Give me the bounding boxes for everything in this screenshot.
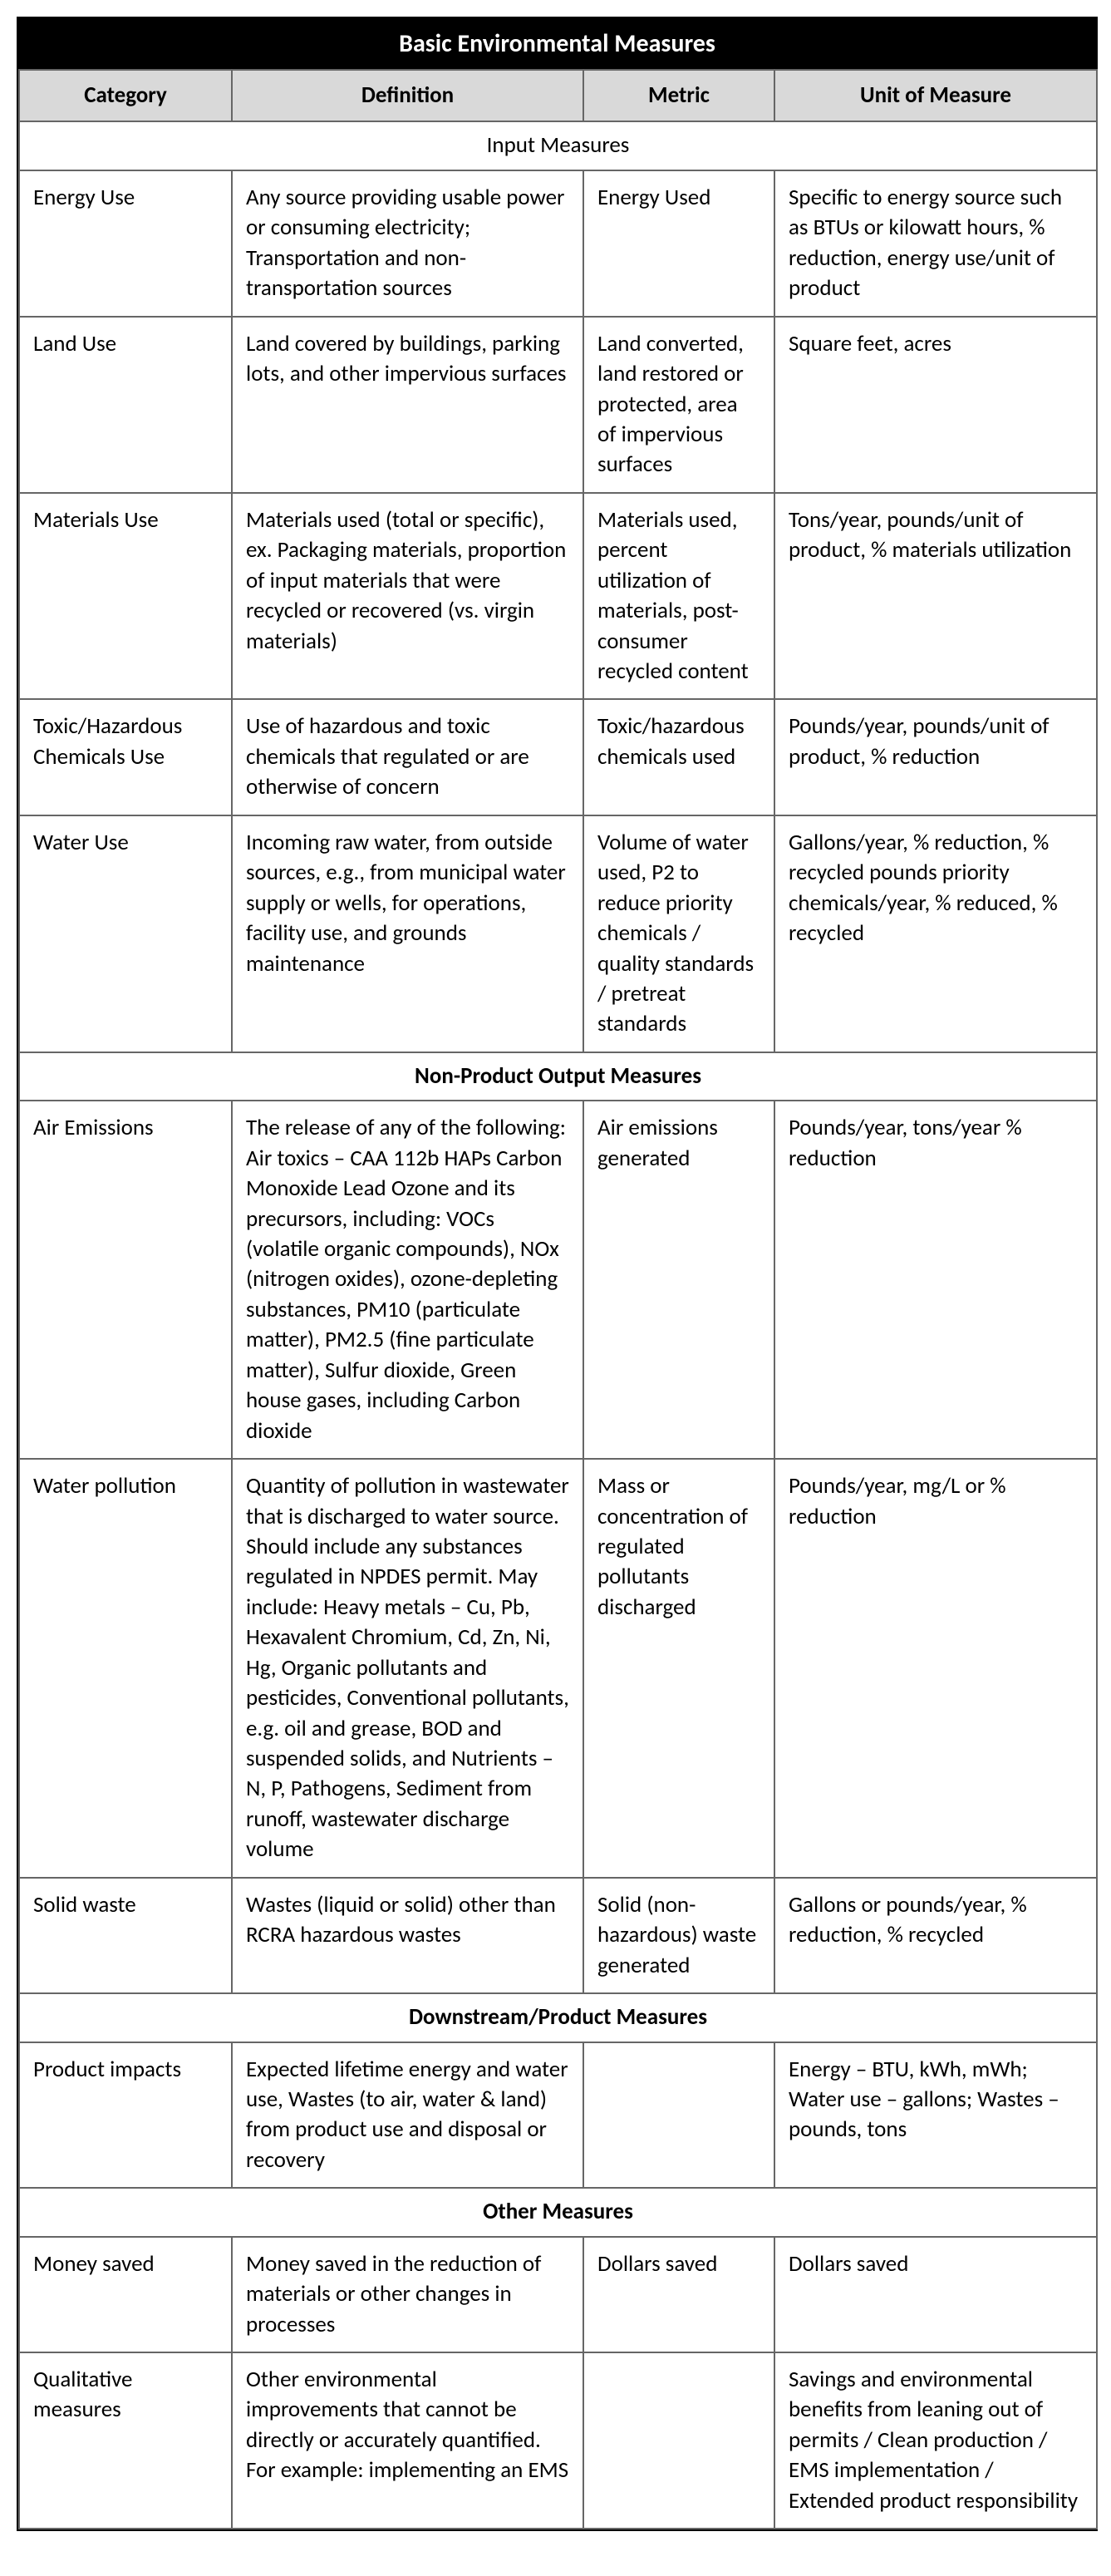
- cell-category: Product impacts: [19, 2042, 232, 2189]
- table-row: Water pollution Quantity of pollution in…: [19, 1459, 1097, 1878]
- section-nonproduct: Non-Product Output Measures: [19, 1052, 1097, 1101]
- cell-metric: Volume of water used, P2 to reduce prior…: [583, 815, 774, 1052]
- cell-definition: Quantity of pollution in wastewater that…: [232, 1459, 583, 1878]
- cell-unit: Pounds/year, tons/year % reduction: [774, 1101, 1097, 1459]
- cell-definition: Any source providing usable power or con…: [232, 170, 583, 317]
- cell-unit: Pounds/year, mg/L or % reduction: [774, 1459, 1097, 1878]
- header-category: Category: [19, 70, 232, 121]
- section-label: Downstream/Product Measures: [19, 1993, 1097, 2042]
- cell-unit: Specific to energy source such as BTUs o…: [774, 170, 1097, 317]
- table-row: Land Use Land covered by buildings, park…: [19, 317, 1097, 493]
- cell-category: Energy Use: [19, 170, 232, 317]
- section-label: Input Measures: [19, 121, 1097, 170]
- table-row: Qualitative measures Other environmental…: [19, 2352, 1097, 2529]
- cell-category: Solid waste: [19, 1878, 232, 1993]
- cell-metric: Land converted, land restored or protect…: [583, 317, 774, 493]
- cell-category: Materials Use: [19, 493, 232, 700]
- header-unit: Unit of Measure: [774, 70, 1097, 121]
- cell-metric: Mass or concentration of regulated pollu…: [583, 1459, 774, 1878]
- measures-table: Category Definition Metric Unit of Measu…: [18, 69, 1098, 2529]
- section-label: Non-Product Output Measures: [19, 1052, 1097, 1101]
- cell-metric: [583, 2352, 774, 2529]
- cell-definition: Expected lifetime energy and water use, …: [232, 2042, 583, 2189]
- cell-definition: Use of hazardous and toxic chemicals tha…: [232, 699, 583, 815]
- cell-category: Air Emissions: [19, 1101, 232, 1459]
- cell-category: Toxic/Hazardous Chemicals Use: [19, 699, 232, 815]
- cell-metric: Solid (non-hazardous) waste generated: [583, 1878, 774, 1993]
- header-metric: Metric: [583, 70, 774, 121]
- cell-definition: Materials used (total or specific), ex. …: [232, 493, 583, 700]
- cell-unit: Savings and environmental benefits from …: [774, 2352, 1097, 2529]
- table-row: Money saved Money saved in the reduction…: [19, 2237, 1097, 2352]
- table-title: Basic Environmental Measures: [18, 18, 1096, 69]
- cell-definition: Land covered by buildings, parking lots,…: [232, 317, 583, 493]
- cell-unit: Tons/year, pounds/unit of product, % mat…: [774, 493, 1097, 700]
- cell-unit: Square feet, acres: [774, 317, 1097, 493]
- cell-definition: Wastes (liquid or solid) other than RCRA…: [232, 1878, 583, 1993]
- table-row: Product impacts Expected lifetime energy…: [19, 2042, 1097, 2189]
- section-other: Other Measures: [19, 2188, 1097, 2236]
- table-row: Materials Use Materials used (total or s…: [19, 493, 1097, 700]
- cell-category: Money saved: [19, 2237, 232, 2352]
- table-row: Toxic/Hazardous Chemicals Use Use of haz…: [19, 699, 1097, 815]
- cell-category: Water Use: [19, 815, 232, 1052]
- cell-metric: Energy Used: [583, 170, 774, 317]
- cell-category: Qualitative measures: [19, 2352, 232, 2529]
- header-definition: Definition: [232, 70, 583, 121]
- cell-definition: The release of any of the following: Air…: [232, 1101, 583, 1459]
- cell-metric: [583, 2042, 774, 2189]
- cell-metric: Materials used, percent utilization of m…: [583, 493, 774, 700]
- table-row: Air Emissions The release of any of the …: [19, 1101, 1097, 1459]
- table-container: Basic Environmental Measures Category De…: [17, 17, 1098, 2531]
- cell-definition: Other environmental improvements that ca…: [232, 2352, 583, 2529]
- cell-unit: Dollars saved: [774, 2237, 1097, 2352]
- cell-metric: Air emissions generated: [583, 1101, 774, 1459]
- section-input: Input Measures: [19, 121, 1097, 170]
- cell-unit: Pounds/year, pounds/unit of product, % r…: [774, 699, 1097, 815]
- cell-unit: Gallons/year, % reduction, % recycled po…: [774, 815, 1097, 1052]
- section-label: Other Measures: [19, 2188, 1097, 2236]
- cell-category: Water pollution: [19, 1459, 232, 1878]
- cell-definition: Money saved in the reduction of material…: [232, 2237, 583, 2352]
- cell-metric: Toxic/hazardous chemicals used: [583, 699, 774, 815]
- table-row: Water Use Incoming raw water, from outsi…: [19, 815, 1097, 1052]
- cell-metric: Dollars saved: [583, 2237, 774, 2352]
- table-row: Solid waste Wastes (liquid or solid) oth…: [19, 1878, 1097, 1993]
- cell-category: Land Use: [19, 317, 232, 493]
- section-downstream: Downstream/Product Measures: [19, 1993, 1097, 2042]
- table-row: Energy Use Any source providing usable p…: [19, 170, 1097, 317]
- cell-unit: Gallons or pounds/year, % reduction, % r…: [774, 1878, 1097, 1993]
- header-row: Category Definition Metric Unit of Measu…: [19, 70, 1097, 121]
- cell-definition: Incoming raw water, from outside sources…: [232, 815, 583, 1052]
- cell-unit: Energy – BTU, kWh, mWh; Water use – gall…: [774, 2042, 1097, 2189]
